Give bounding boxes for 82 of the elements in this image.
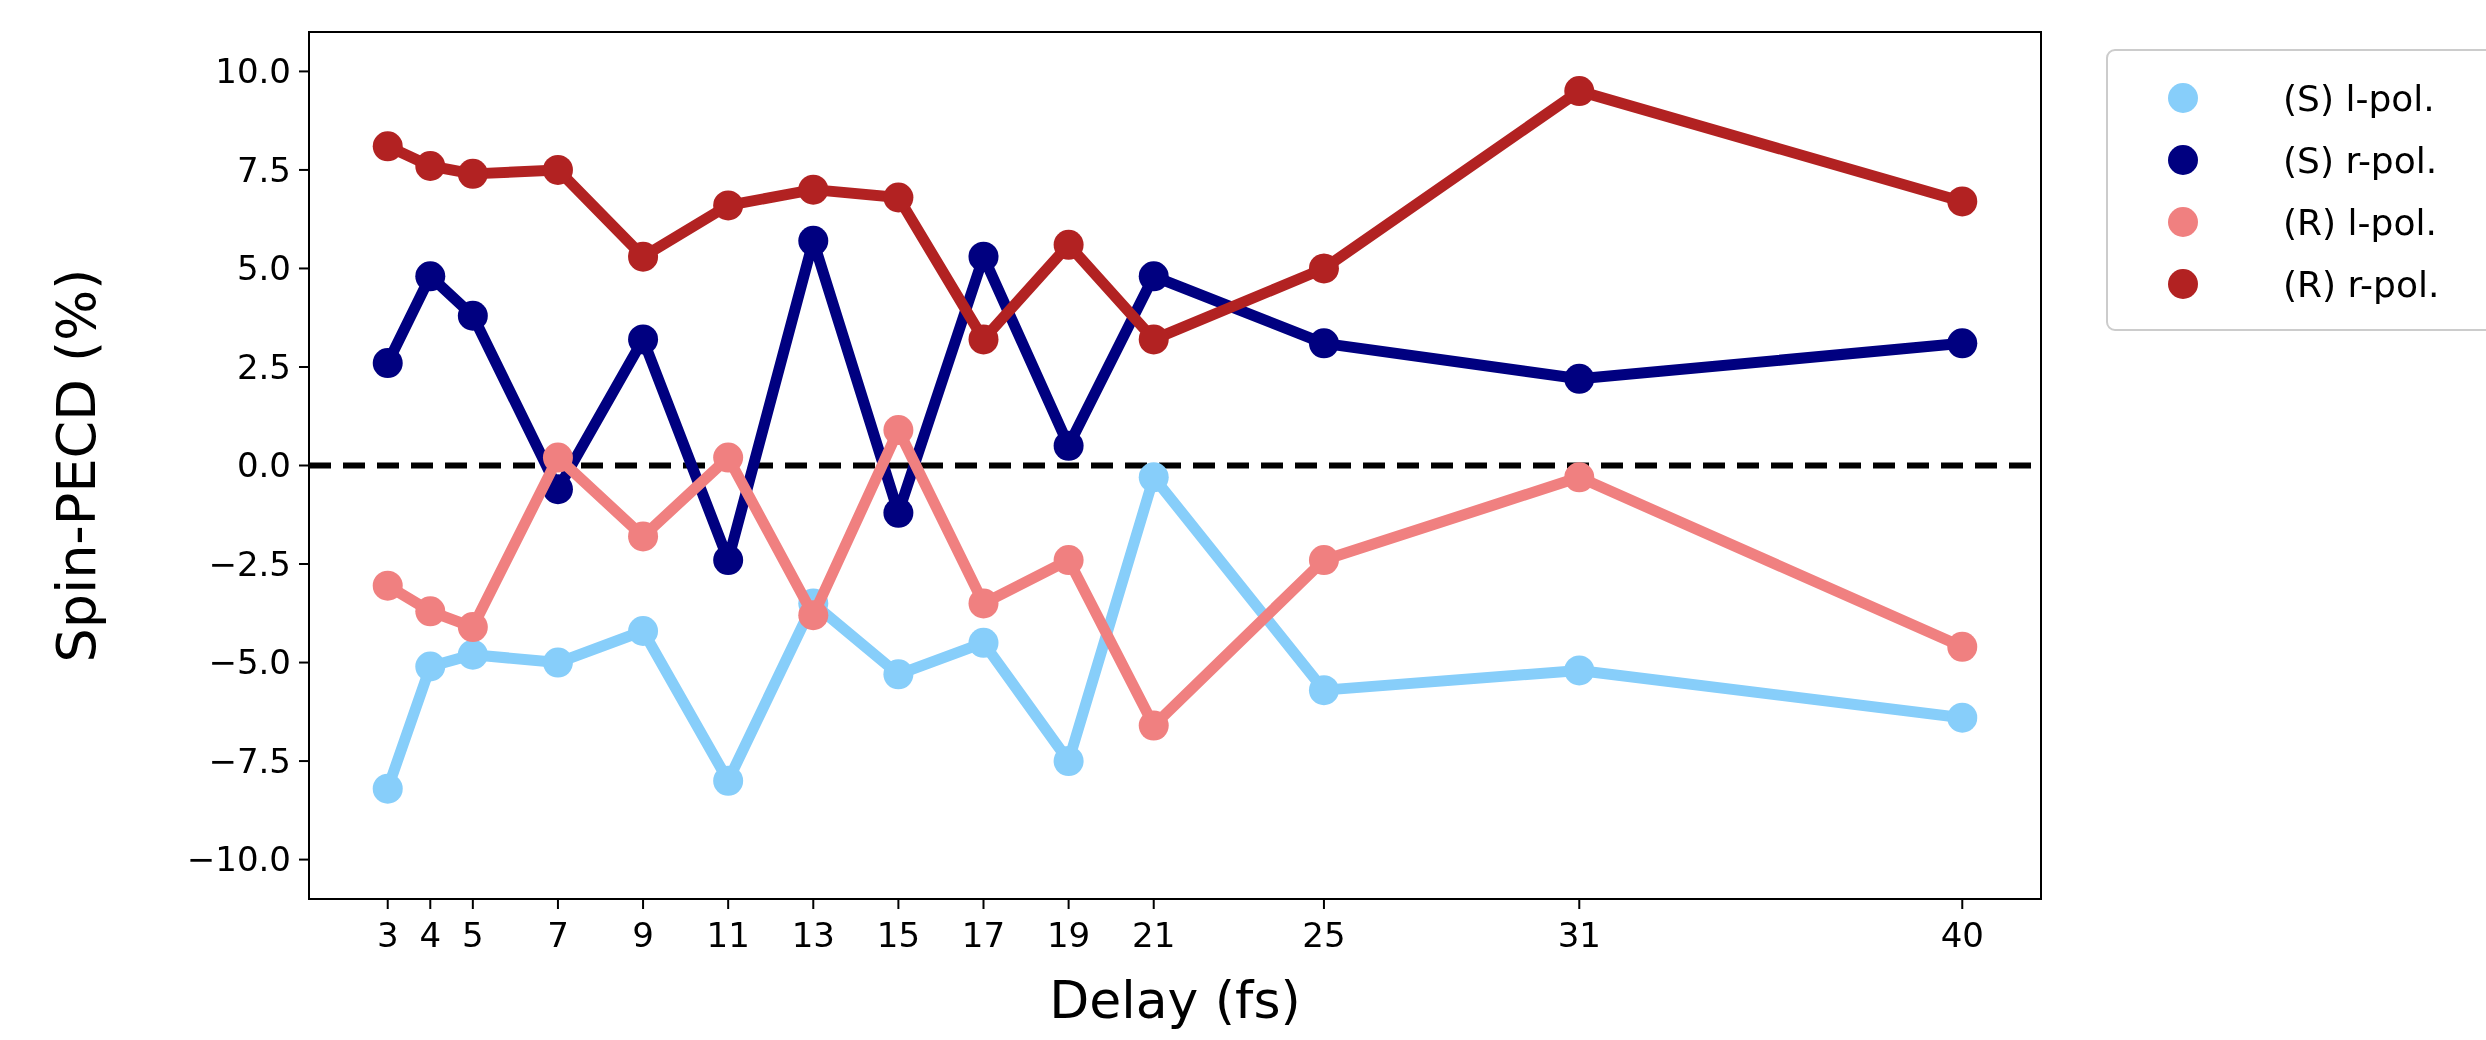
point [457, 158, 488, 189]
x-tick-label: 4 [419, 915, 442, 955]
point [883, 415, 914, 446]
point [1947, 702, 1978, 733]
point [968, 627, 999, 658]
legend-label: (S) l-pol. [2283, 77, 2435, 119]
point [1053, 229, 1084, 260]
point [372, 131, 403, 162]
x-tick-label: 5 [462, 915, 484, 955]
point [1308, 675, 1339, 706]
point [542, 647, 573, 678]
legend-label: (R) l-pol. [2283, 201, 2437, 243]
x-tick-label: 25 [1302, 915, 1346, 955]
point [798, 174, 829, 205]
point [968, 324, 999, 355]
point [372, 773, 403, 804]
point [1947, 631, 1978, 662]
point [968, 588, 999, 619]
point [713, 442, 744, 473]
point [1564, 363, 1595, 394]
point [372, 570, 403, 601]
y-tick-label: 2.5 [236, 346, 291, 387]
legend-label: (S) r-pol. [2283, 139, 2438, 181]
point [1564, 76, 1595, 107]
point [1308, 545, 1339, 576]
point [1564, 655, 1595, 686]
y-tick-label: 5.0 [236, 248, 291, 289]
x-tick-label: 9 [632, 915, 654, 955]
point [1947, 328, 1978, 359]
point [883, 659, 914, 690]
x-tick-label: 21 [1132, 915, 1176, 955]
point [798, 225, 829, 256]
point [968, 241, 999, 272]
point [628, 521, 659, 552]
point [1308, 328, 1339, 359]
x-tick-label: 17 [961, 915, 1006, 955]
point [415, 261, 446, 292]
point [1308, 253, 1339, 284]
y-tick-label: −2.5 [208, 543, 291, 584]
point [1138, 324, 1169, 355]
point [883, 182, 914, 213]
y-tick-label: 0.0 [236, 445, 291, 486]
y-tick-label: 10.0 [215, 51, 291, 92]
x-tick-label: 3 [376, 915, 399, 955]
point [713, 190, 744, 221]
point [798, 600, 829, 631]
point [415, 150, 446, 181]
point [415, 596, 446, 627]
y-tick-label: −10.0 [186, 839, 291, 880]
point [457, 612, 488, 643]
y-axis-title: Spin-PECD (%) [45, 268, 108, 663]
point [542, 442, 573, 473]
point [1564, 462, 1595, 493]
point [372, 348, 403, 379]
point [1138, 261, 1169, 292]
point [628, 324, 659, 355]
x-axis-title: Delay (fs) [1049, 970, 1301, 1030]
point [1138, 710, 1169, 741]
x-tick-label: 15 [876, 915, 921, 955]
point [1138, 462, 1169, 493]
y-tick-label: −5.0 [208, 642, 291, 683]
point [1053, 545, 1084, 576]
point [457, 300, 488, 331]
point [628, 616, 659, 647]
x-tick-label: 19 [1046, 915, 1091, 955]
point [1947, 186, 1978, 217]
point [628, 241, 659, 272]
x-tick-label: 7 [547, 915, 569, 955]
point [1053, 430, 1084, 461]
x-tick-label: 31 [1557, 915, 1601, 955]
x-tick-label: 40 [1940, 915, 1984, 955]
point [713, 765, 744, 796]
x-tick-label: 13 [791, 915, 835, 955]
point [713, 545, 744, 576]
point [542, 154, 573, 185]
y-tick-label: 7.5 [236, 149, 291, 190]
legend-label: (R) r-pol. [2283, 263, 2440, 305]
point [457, 639, 488, 670]
point [1053, 746, 1084, 777]
point [415, 651, 446, 682]
y-tick-label: −7.5 [208, 740, 291, 781]
x-tick-label: 11 [706, 915, 750, 955]
